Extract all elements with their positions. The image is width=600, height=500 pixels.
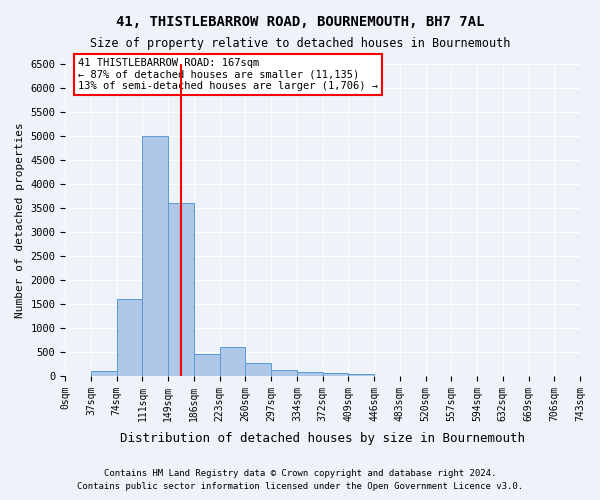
Bar xyxy=(168,203,194,376)
Bar xyxy=(323,373,349,376)
Bar xyxy=(349,374,374,376)
Bar xyxy=(297,372,323,376)
Bar xyxy=(220,347,245,376)
X-axis label: Distribution of detached houses by size in Bournemouth: Distribution of detached houses by size … xyxy=(120,432,525,445)
Text: 41 THISTLEBARROW ROAD: 167sqm
← 87% of detached houses are smaller (11,135)
13% : 41 THISTLEBARROW ROAD: 167sqm ← 87% of d… xyxy=(78,58,378,91)
Y-axis label: Number of detached properties: Number of detached properties xyxy=(15,122,25,318)
Bar xyxy=(91,371,117,376)
Text: Contains HM Land Registry data © Crown copyright and database right 2024.: Contains HM Land Registry data © Crown c… xyxy=(104,468,496,477)
Bar xyxy=(142,136,168,376)
Bar xyxy=(245,363,271,376)
Text: Size of property relative to detached houses in Bournemouth: Size of property relative to detached ho… xyxy=(90,38,510,51)
Text: 41, THISTLEBARROW ROAD, BOURNEMOUTH, BH7 7AL: 41, THISTLEBARROW ROAD, BOURNEMOUTH, BH7… xyxy=(116,15,484,29)
Bar xyxy=(194,354,220,376)
Bar xyxy=(117,299,142,376)
Text: Contains public sector information licensed under the Open Government Licence v3: Contains public sector information licen… xyxy=(77,482,523,491)
Bar xyxy=(271,370,297,376)
